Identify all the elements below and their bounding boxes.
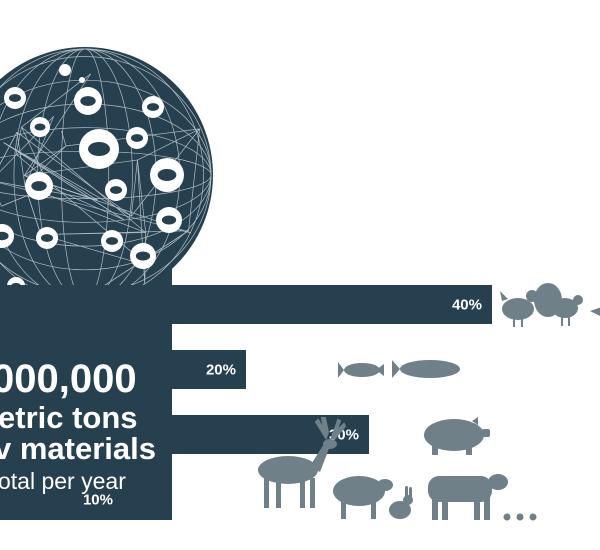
deer-icon — [258, 417, 347, 508]
more-indicator — [503, 513, 537, 521]
animal-badge-icon — [135, 251, 151, 261]
headline-line-2: etric tons — [0, 400, 138, 435]
bar-value-label: 10% — [83, 492, 113, 509]
network-node — [59, 64, 71, 76]
animal-badge-icon — [0, 231, 9, 241]
bar-other-livestock — [0, 480, 123, 519]
animal-badge-icon — [31, 181, 47, 191]
chicken-icon — [500, 290, 542, 327]
animal-icons — [258, 283, 600, 520]
network-node — [79, 77, 85, 83]
animal-badge-icon — [40, 234, 54, 242]
bar-pork — [0, 415, 369, 454]
animal-badge-icon — [161, 215, 177, 225]
headline-line-1: 000,000 — [0, 357, 137, 401]
salmon-icon — [392, 360, 460, 378]
animal-badge-icon — [8, 94, 22, 102]
fish-icon — [338, 362, 384, 378]
animal-badge-icon — [34, 123, 46, 131]
pig-icon — [424, 417, 490, 455]
headline-line-4: otal per year — [0, 468, 126, 494]
rabbit-icon — [389, 486, 413, 519]
turkey-icon — [534, 283, 583, 326]
network-globe — [0, 47, 213, 303]
bar-poultry — [0, 285, 492, 324]
animal-badge-icon — [105, 237, 119, 245]
duck-icon — [590, 307, 600, 316]
headline-line-3: v materials — [0, 431, 156, 466]
animal-badge-icon — [146, 103, 160, 111]
bar-series: 40%20%30%10% — [0, 285, 492, 519]
bar-value-label: 40% — [452, 297, 482, 314]
sheep-icon — [333, 476, 393, 519]
animal-badge-icon — [80, 96, 96, 106]
bar-value-label: 20% — [206, 362, 236, 379]
bar-fish — [0, 350, 246, 389]
cow-icon — [428, 474, 508, 520]
animal-badge-icon — [109, 186, 123, 194]
animal-badge-icon — [88, 142, 110, 156]
animal-badge-icon — [130, 134, 144, 142]
animal-badge-icon — [157, 169, 177, 181]
